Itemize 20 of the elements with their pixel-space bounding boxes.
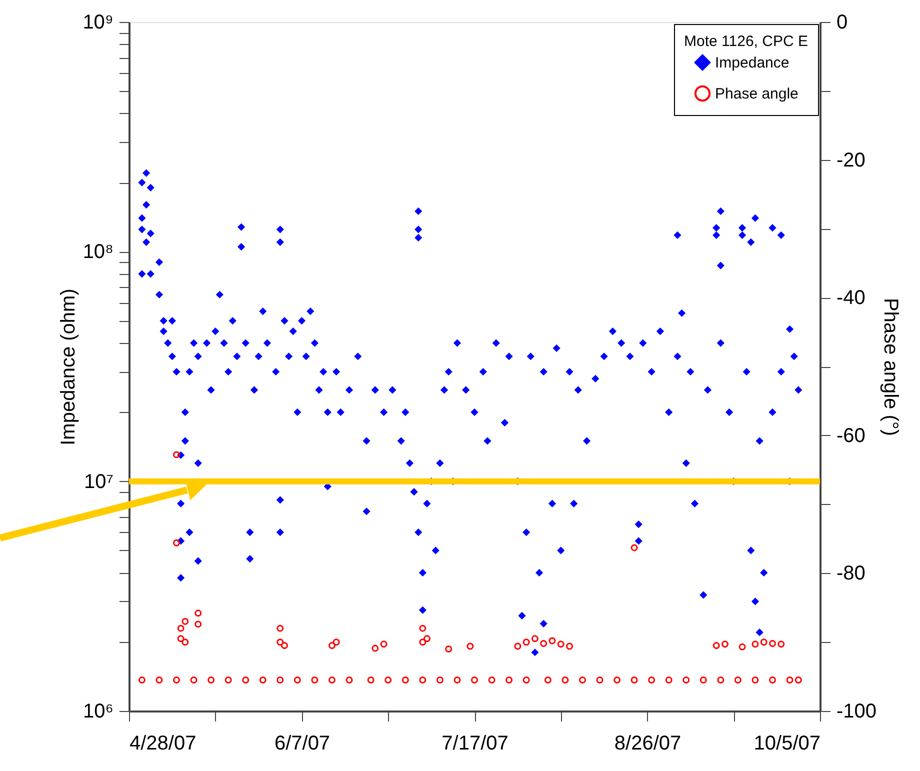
legend-label: Phase angle: [715, 86, 798, 102]
y2-axis-title: Phase angle (°): [880, 298, 902, 436]
y2-tick-label: -40: [836, 287, 866, 310]
x-tick-label: 8/26/07: [614, 732, 682, 754]
x-tick-label: 10/5/07: [754, 732, 820, 754]
y2-tick-label: -80: [836, 562, 866, 585]
y2-tick-label: 0: [836, 12, 848, 34]
x-tick-label: 4/28/07: [130, 732, 196, 754]
x-tick-label: 6/7/07: [274, 732, 330, 754]
y-tick-label: 10⁶: [83, 700, 114, 722]
y-tick-label: 10⁸: [82, 241, 114, 264]
legend-label: Impedance: [715, 54, 790, 72]
y-tick-label: 10⁷: [84, 470, 114, 493]
x-tick-label: 7/17/07: [442, 732, 508, 754]
legend-title: Mote 1126, CPC E: [684, 33, 808, 50]
y-axis-title: Impedance (ohm): [58, 288, 80, 446]
y2-tick-label: -60: [836, 424, 866, 447]
y2-tick-label: -20: [836, 149, 866, 172]
y-tick-label: 10⁹: [82, 12, 114, 34]
y2-tick-label: -100: [836, 700, 877, 722]
